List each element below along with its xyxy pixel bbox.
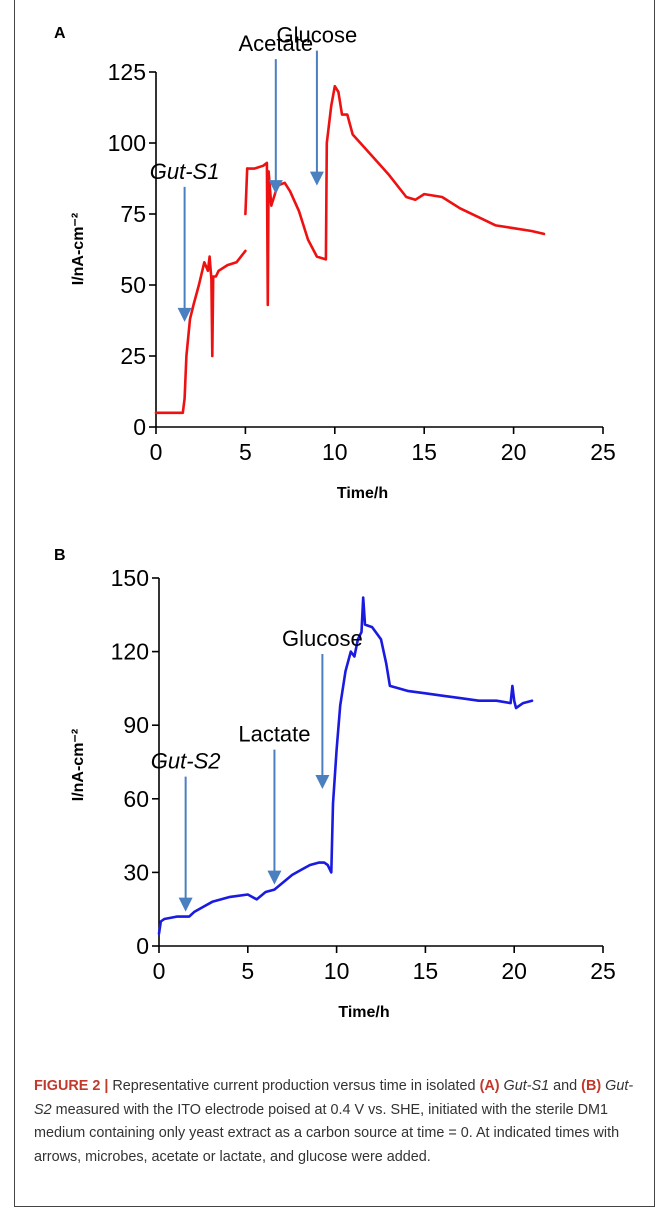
caption-panel-b-ref: (B) bbox=[581, 1078, 602, 1094]
caption-strain-1: Gut-S1 bbox=[503, 1078, 550, 1094]
x-tick-label: 15 bbox=[411, 439, 437, 465]
annotation-arrowhead bbox=[267, 870, 282, 885]
x-tick-label: 15 bbox=[413, 958, 439, 984]
x-axis-title: Time/h bbox=[337, 485, 388, 502]
x-tick-label: 10 bbox=[324, 958, 350, 984]
caption-label: FIGURE 2 | bbox=[34, 1078, 109, 1094]
y-tick-label: 0 bbox=[136, 933, 149, 959]
caption-strain-2: Gut-S2 bbox=[34, 1078, 634, 1118]
series-line bbox=[269, 84, 546, 261]
annotation-label: Lactate bbox=[238, 722, 310, 747]
chart-panel-b: B 0 30 60 90 120 150 0 5 10 15 20 25 Time/h I/nA-cm⁻² G… bbox=[54, 547, 616, 1021]
series-line bbox=[245, 161, 273, 307]
x-tick-label: 0 bbox=[150, 439, 163, 465]
caption-text-1: Representative current production versus… bbox=[108, 1078, 480, 1094]
panel-letter: B bbox=[54, 547, 66, 564]
figure-frame bbox=[14, 0, 655, 1207]
x-tick-label: 0 bbox=[153, 958, 166, 984]
y-tick-label: 0 bbox=[133, 414, 146, 440]
chart-panel-a: A 0 25 50 75 100 125 0 5 10 15 20 25 Time/h I/nA-cm⁻² G… bbox=[54, 23, 616, 502]
x-axis-title: Time/h bbox=[338, 1004, 389, 1021]
y-tick-label: 60 bbox=[123, 786, 149, 812]
x-tick-label: 20 bbox=[501, 439, 527, 465]
y-tick-label: 120 bbox=[111, 639, 149, 665]
x-tick-label: 5 bbox=[241, 958, 254, 984]
caption-panel-a-ref: (A) bbox=[479, 1078, 500, 1094]
panel-letter: A bbox=[54, 25, 66, 42]
y-axis-title: I/nA-cm⁻² bbox=[70, 213, 87, 285]
x-tick-label: 10 bbox=[322, 439, 348, 465]
y-tick-label: 30 bbox=[123, 859, 149, 885]
annotation-arrowhead bbox=[315, 774, 330, 789]
annotation-label: Glucose bbox=[282, 626, 363, 651]
x-tick-label: 5 bbox=[239, 439, 252, 465]
y-tick-label: 50 bbox=[120, 272, 146, 298]
series-line bbox=[154, 249, 247, 415]
caption-text-2: and bbox=[549, 1078, 582, 1094]
series-line bbox=[244, 167, 249, 216]
caption-text-3: measured with the ITO electrode poised a… bbox=[34, 1101, 620, 1165]
x-tick-label: 25 bbox=[590, 439, 616, 465]
annotation-arrowhead bbox=[178, 897, 193, 912]
annotation-label: Gut-S2 bbox=[151, 749, 221, 774]
x-tick-label: 20 bbox=[501, 958, 527, 984]
y-tick-label: 125 bbox=[108, 59, 146, 85]
annotation-arrowhead bbox=[177, 307, 192, 322]
x-tick-label: 25 bbox=[590, 958, 616, 984]
annotation-label: Glucose bbox=[277, 23, 358, 48]
annotation-arrowhead bbox=[268, 180, 283, 195]
annotation-label: Gut-S1 bbox=[150, 159, 220, 184]
annotation-label: Acetate bbox=[238, 31, 313, 56]
y-tick-label: 75 bbox=[120, 201, 146, 227]
y-tick-label: 90 bbox=[123, 712, 149, 738]
y-tick-label: 25 bbox=[120, 343, 146, 369]
y-axis-title: I/nA-cm⁻² bbox=[70, 729, 87, 801]
y-tick-label: 100 bbox=[108, 130, 146, 156]
series-line bbox=[157, 596, 534, 936]
y-tick-label: 150 bbox=[111, 565, 149, 591]
annotation-arrowhead bbox=[309, 171, 324, 186]
figure-caption: FIGURE 2 | Representative current produc… bbox=[34, 1075, 644, 1169]
